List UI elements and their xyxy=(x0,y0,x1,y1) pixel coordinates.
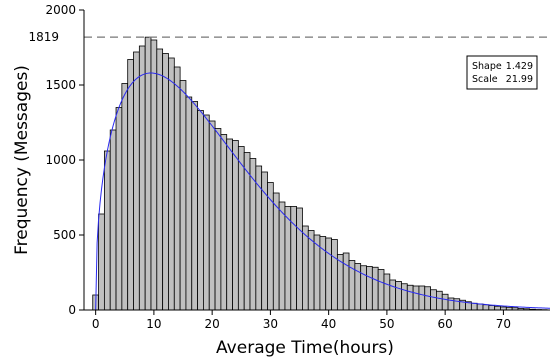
histogram-bar xyxy=(179,80,187,311)
histogram-bar xyxy=(383,273,391,311)
histogram-bar xyxy=(366,266,373,311)
histogram-bar xyxy=(476,303,484,311)
y-tick-label: 500 xyxy=(53,228,76,242)
histogram-bar xyxy=(406,284,414,311)
y-tick-label: 1000 xyxy=(45,153,76,167)
histogram-bar xyxy=(325,237,332,311)
weibull-fit-curve xyxy=(95,72,550,311)
histogram-bar xyxy=(220,134,228,311)
histogram-bar xyxy=(162,53,169,311)
x-axis-title: Average Time(hours) xyxy=(216,338,394,357)
x-tick-label: 60 xyxy=(438,317,453,331)
histogram-bar xyxy=(488,305,496,311)
x-ticks: 0 10 20 30 40 50 60 70 xyxy=(92,310,511,331)
legend-scale-value: 21.99 xyxy=(506,74,533,85)
x-tick-label: 50 xyxy=(379,317,394,331)
legend: Shape 1.429 Scale 21.99 xyxy=(466,55,538,90)
y-axis-title: Frequency (Messages) xyxy=(12,65,32,255)
histogram-bar xyxy=(197,110,204,311)
histogram-bar xyxy=(133,51,140,311)
histogram-bar xyxy=(377,269,385,311)
histogram-bar xyxy=(278,201,286,311)
histogram-bar xyxy=(436,290,443,311)
x-tick-label: 70 xyxy=(496,317,511,331)
histogram-bar xyxy=(226,138,233,311)
x-tick-label: 30 xyxy=(263,317,278,331)
histogram-bar xyxy=(470,302,478,311)
x-tick-label: 0 xyxy=(92,317,100,331)
y-ticks: 0 500 1000 1500 2000 xyxy=(45,3,84,317)
histogram-bar xyxy=(331,239,338,311)
histogram-bar xyxy=(342,252,350,311)
y-tick-label: 0 xyxy=(68,303,76,317)
histogram-bar xyxy=(296,207,303,311)
histogram-bar xyxy=(103,150,111,311)
histogram-bar xyxy=(109,129,117,311)
x-tick-label: 40 xyxy=(321,317,336,331)
histogram-bar xyxy=(214,128,222,311)
histogram-bar xyxy=(98,213,105,311)
y-tick-label: 1500 xyxy=(45,78,76,92)
histogram-bar xyxy=(494,305,501,311)
histogram-bar xyxy=(430,289,437,311)
histogram-bar xyxy=(243,152,251,311)
histogram-bar xyxy=(371,266,379,311)
histogram-bar xyxy=(208,120,216,311)
histogram-bar xyxy=(168,57,175,311)
histogram-bar xyxy=(191,101,198,311)
histogram-bar xyxy=(272,192,280,311)
x-tick-label: 10 xyxy=(146,317,161,331)
legend-shape-value: 1.429 xyxy=(506,61,533,72)
histogram-bar xyxy=(395,281,402,311)
histogram-bar xyxy=(255,165,263,311)
legend-box xyxy=(466,55,538,90)
histogram-bar xyxy=(144,36,152,311)
histogram-bar xyxy=(203,114,210,311)
histogram-bar xyxy=(150,39,158,311)
y-tick-label: 2000 xyxy=(45,3,76,17)
legend-scale-label: Scale xyxy=(472,74,498,85)
histogram-bar xyxy=(424,286,431,311)
reference-line-label: 1819 xyxy=(28,30,59,44)
histogram-bar xyxy=(482,304,490,311)
histogram-bar xyxy=(401,283,408,311)
histogram-bar xyxy=(441,293,449,311)
histogram-bars xyxy=(92,36,548,311)
histogram-bar xyxy=(127,59,134,311)
histogram-bar xyxy=(389,279,397,311)
legend-shape-label: Shape xyxy=(472,61,502,72)
histogram-bar xyxy=(360,265,367,311)
histogram-bar xyxy=(138,45,146,311)
histogram-bar xyxy=(412,285,420,311)
histogram-bar xyxy=(307,230,315,311)
histogram-bar xyxy=(115,107,123,311)
x-tick-label: 20 xyxy=(205,317,220,331)
histogram-bar xyxy=(232,140,239,311)
histogram-bar xyxy=(173,66,181,311)
histogram-bar xyxy=(302,225,309,311)
histogram-bar xyxy=(185,96,193,311)
histogram-bar xyxy=(156,48,164,311)
histogram-bar xyxy=(121,83,129,311)
histogram-bar xyxy=(237,146,245,311)
histogram-bar xyxy=(418,285,426,311)
histogram-bar xyxy=(284,206,292,311)
